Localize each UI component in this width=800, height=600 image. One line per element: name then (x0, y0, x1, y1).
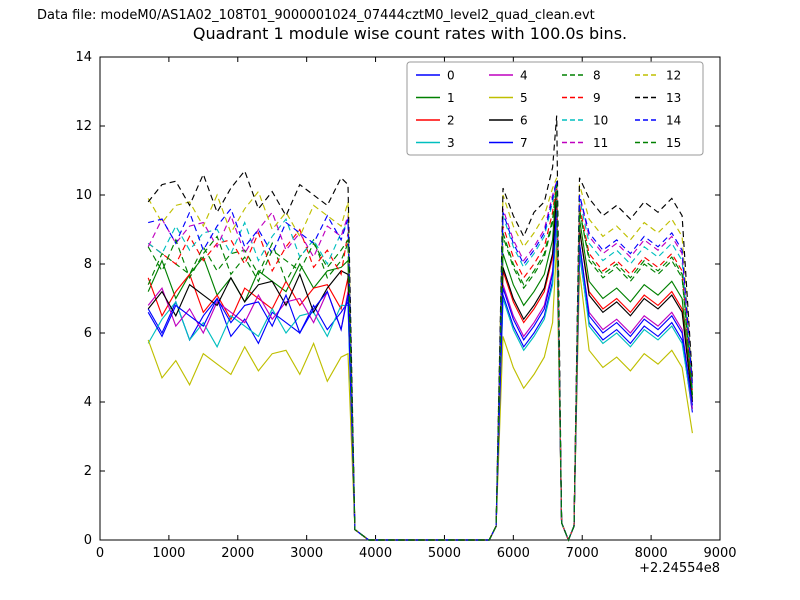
y-tick-label: 10 (75, 188, 92, 203)
x-tick-label: 6000 (497, 546, 530, 561)
x-tick-label: 1000 (152, 546, 185, 561)
x-tick-label: 9000 (703, 546, 736, 561)
series-line-4 (147, 208, 693, 542)
y-tick-label: 2 (84, 464, 92, 479)
series-line-6 (147, 194, 693, 542)
legend-label-2: 2 (447, 114, 455, 128)
legend-label-13: 13 (666, 91, 681, 105)
series-line-13 (147, 115, 693, 542)
series-line-7 (147, 208, 693, 542)
series-line-2 (147, 191, 693, 542)
x-tick-label: 2000 (221, 546, 254, 561)
legend-label-12: 12 (666, 69, 681, 83)
legend-label-4: 4 (520, 69, 528, 83)
legend-label-11: 11 (593, 136, 608, 150)
series-line-12 (147, 177, 693, 542)
legend-label-10: 10 (593, 114, 608, 128)
legend-label-14: 14 (666, 114, 681, 128)
legend-label-5: 5 (520, 91, 528, 105)
y-tick-label: 4 (84, 395, 92, 410)
legend-label-7: 7 (520, 136, 528, 150)
data-file-label: Data file: modeM0/AS1A02_108T01_90000010… (37, 8, 595, 23)
x-tick-label: 7000 (566, 546, 599, 561)
series-line-10 (147, 181, 693, 542)
legend-label-3: 3 (447, 136, 455, 150)
y-tick-label: 0 (84, 533, 92, 548)
series-line-11 (147, 181, 693, 542)
y-tick-label: 12 (75, 119, 92, 134)
series-line-3 (147, 219, 693, 542)
series-line-5 (147, 243, 693, 542)
legend-label-1: 1 (447, 91, 455, 105)
x-tick-label: 0 (96, 546, 104, 561)
y-tick-label: 14 (75, 50, 92, 65)
series-line-9 (147, 181, 693, 542)
x-tick-label: 3000 (290, 546, 323, 561)
y-tick-label: 6 (84, 326, 92, 341)
x-axis-offset-label: +2.24554e8 (639, 561, 720, 576)
y-tick-label: 8 (84, 257, 92, 272)
series-line-14 (148, 181, 693, 542)
series-line-1 (147, 181, 693, 542)
x-tick-label: 5000 (428, 546, 461, 561)
x-tick-label: 4000 (359, 546, 392, 561)
legend-label-0: 0 (447, 69, 455, 83)
series-line-0 (147, 219, 693, 542)
x-tick-label: 8000 (635, 546, 668, 561)
legend-box (406, 61, 704, 156)
series-line-8 (147, 181, 693, 542)
legend-label-15: 15 (666, 136, 681, 150)
legend-label-8: 8 (593, 69, 601, 83)
series-line-15 (147, 184, 693, 542)
legend-label-6: 6 (520, 114, 528, 128)
chart-title: Quadrant 1 module wise count rates with … (192, 24, 628, 43)
legend-label-9: 9 (593, 91, 601, 105)
